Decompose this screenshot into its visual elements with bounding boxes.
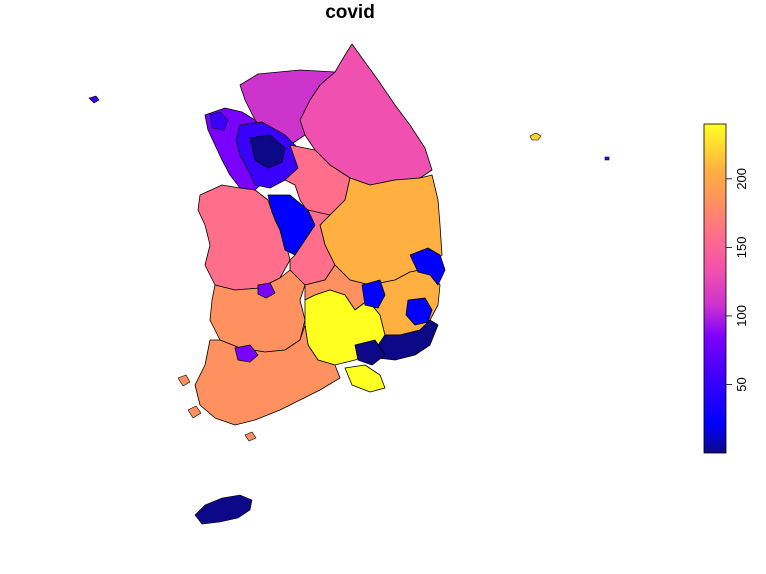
region-south-coast[interactable]	[194, 324, 341, 426]
legend-color-bar	[703, 123, 727, 454]
small-islet-west	[177, 374, 191, 387]
region-seoul-core[interactable]	[249, 134, 286, 169]
ulleung-island[interactable]	[529, 132, 542, 141]
region-tongyeong-area[interactable]	[344, 364, 386, 393]
small-blue-island-2[interactable]	[209, 111, 229, 131]
region-daejeon-city[interactable]	[257, 282, 276, 299]
legend-tick-label: 100	[734, 305, 749, 327]
region-east-coast[interactable]	[409, 247, 446, 286]
color-legend: 50 100 150 200	[703, 123, 749, 454]
small-blue-island[interactable]	[88, 95, 100, 104]
small-islet-southwest	[187, 405, 202, 419]
region-mid-blue[interactable]	[361, 279, 386, 309]
region-changwon-area[interactable]	[354, 339, 386, 366]
legend-tick-label: 50	[734, 377, 749, 391]
korea-choropleth-map	[88, 43, 610, 525]
small-islet-south	[244, 431, 257, 442]
jeju-island[interactable]	[194, 494, 253, 525]
small-islet-dot	[604, 156, 610, 161]
map-title: covid	[325, 2, 375, 23]
legend-ticks: 50 100 150 200	[726, 168, 749, 392]
legend-tick-label: 200	[734, 168, 749, 190]
legend-tick-label: 150	[734, 237, 749, 259]
region-gwangju-area[interactable]	[234, 344, 259, 363]
